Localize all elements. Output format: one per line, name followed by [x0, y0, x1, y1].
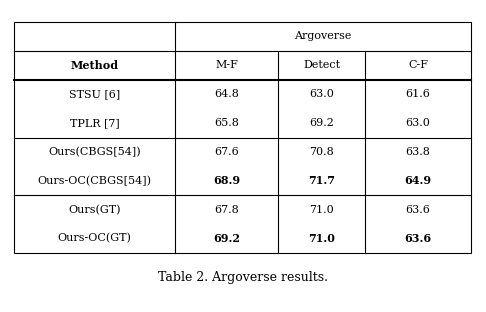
Text: 71.7: 71.7: [308, 175, 335, 186]
Text: 63.8: 63.8: [405, 147, 431, 157]
Text: STSU [6]: STSU [6]: [69, 89, 120, 99]
Text: Method: Method: [70, 60, 119, 71]
Text: 71.0: 71.0: [309, 205, 334, 215]
Text: 64.9: 64.9: [404, 175, 432, 186]
Text: M-F: M-F: [215, 60, 238, 70]
Text: Ours-OC(GT): Ours-OC(GT): [57, 233, 131, 244]
Text: 68.9: 68.9: [213, 175, 240, 186]
Text: Table 2. Argoverse results.: Table 2. Argoverse results.: [158, 271, 328, 285]
Text: 61.6: 61.6: [405, 89, 431, 99]
Text: 69.2: 69.2: [309, 118, 334, 128]
Text: Ours(GT): Ours(GT): [68, 205, 121, 215]
Text: Ours(CBGS[54]): Ours(CBGS[54]): [48, 147, 141, 157]
Text: 63.0: 63.0: [309, 89, 334, 99]
Text: 65.8: 65.8: [214, 118, 239, 128]
Text: 63.6: 63.6: [405, 205, 431, 215]
Text: 63.6: 63.6: [404, 233, 432, 244]
Text: 64.8: 64.8: [214, 89, 239, 99]
Text: C-F: C-F: [408, 60, 428, 70]
Text: Detect: Detect: [303, 60, 340, 70]
Text: 71.0: 71.0: [308, 233, 335, 244]
Text: 67.6: 67.6: [214, 147, 239, 157]
Text: TPLR [7]: TPLR [7]: [69, 118, 120, 128]
Text: 69.2: 69.2: [213, 233, 240, 244]
Text: 70.8: 70.8: [309, 147, 334, 157]
Text: 67.8: 67.8: [214, 205, 239, 215]
Text: Argoverse: Argoverse: [295, 32, 352, 41]
Text: Ours-OC(CBGS[54]): Ours-OC(CBGS[54]): [37, 176, 152, 186]
Text: 63.0: 63.0: [405, 118, 431, 128]
